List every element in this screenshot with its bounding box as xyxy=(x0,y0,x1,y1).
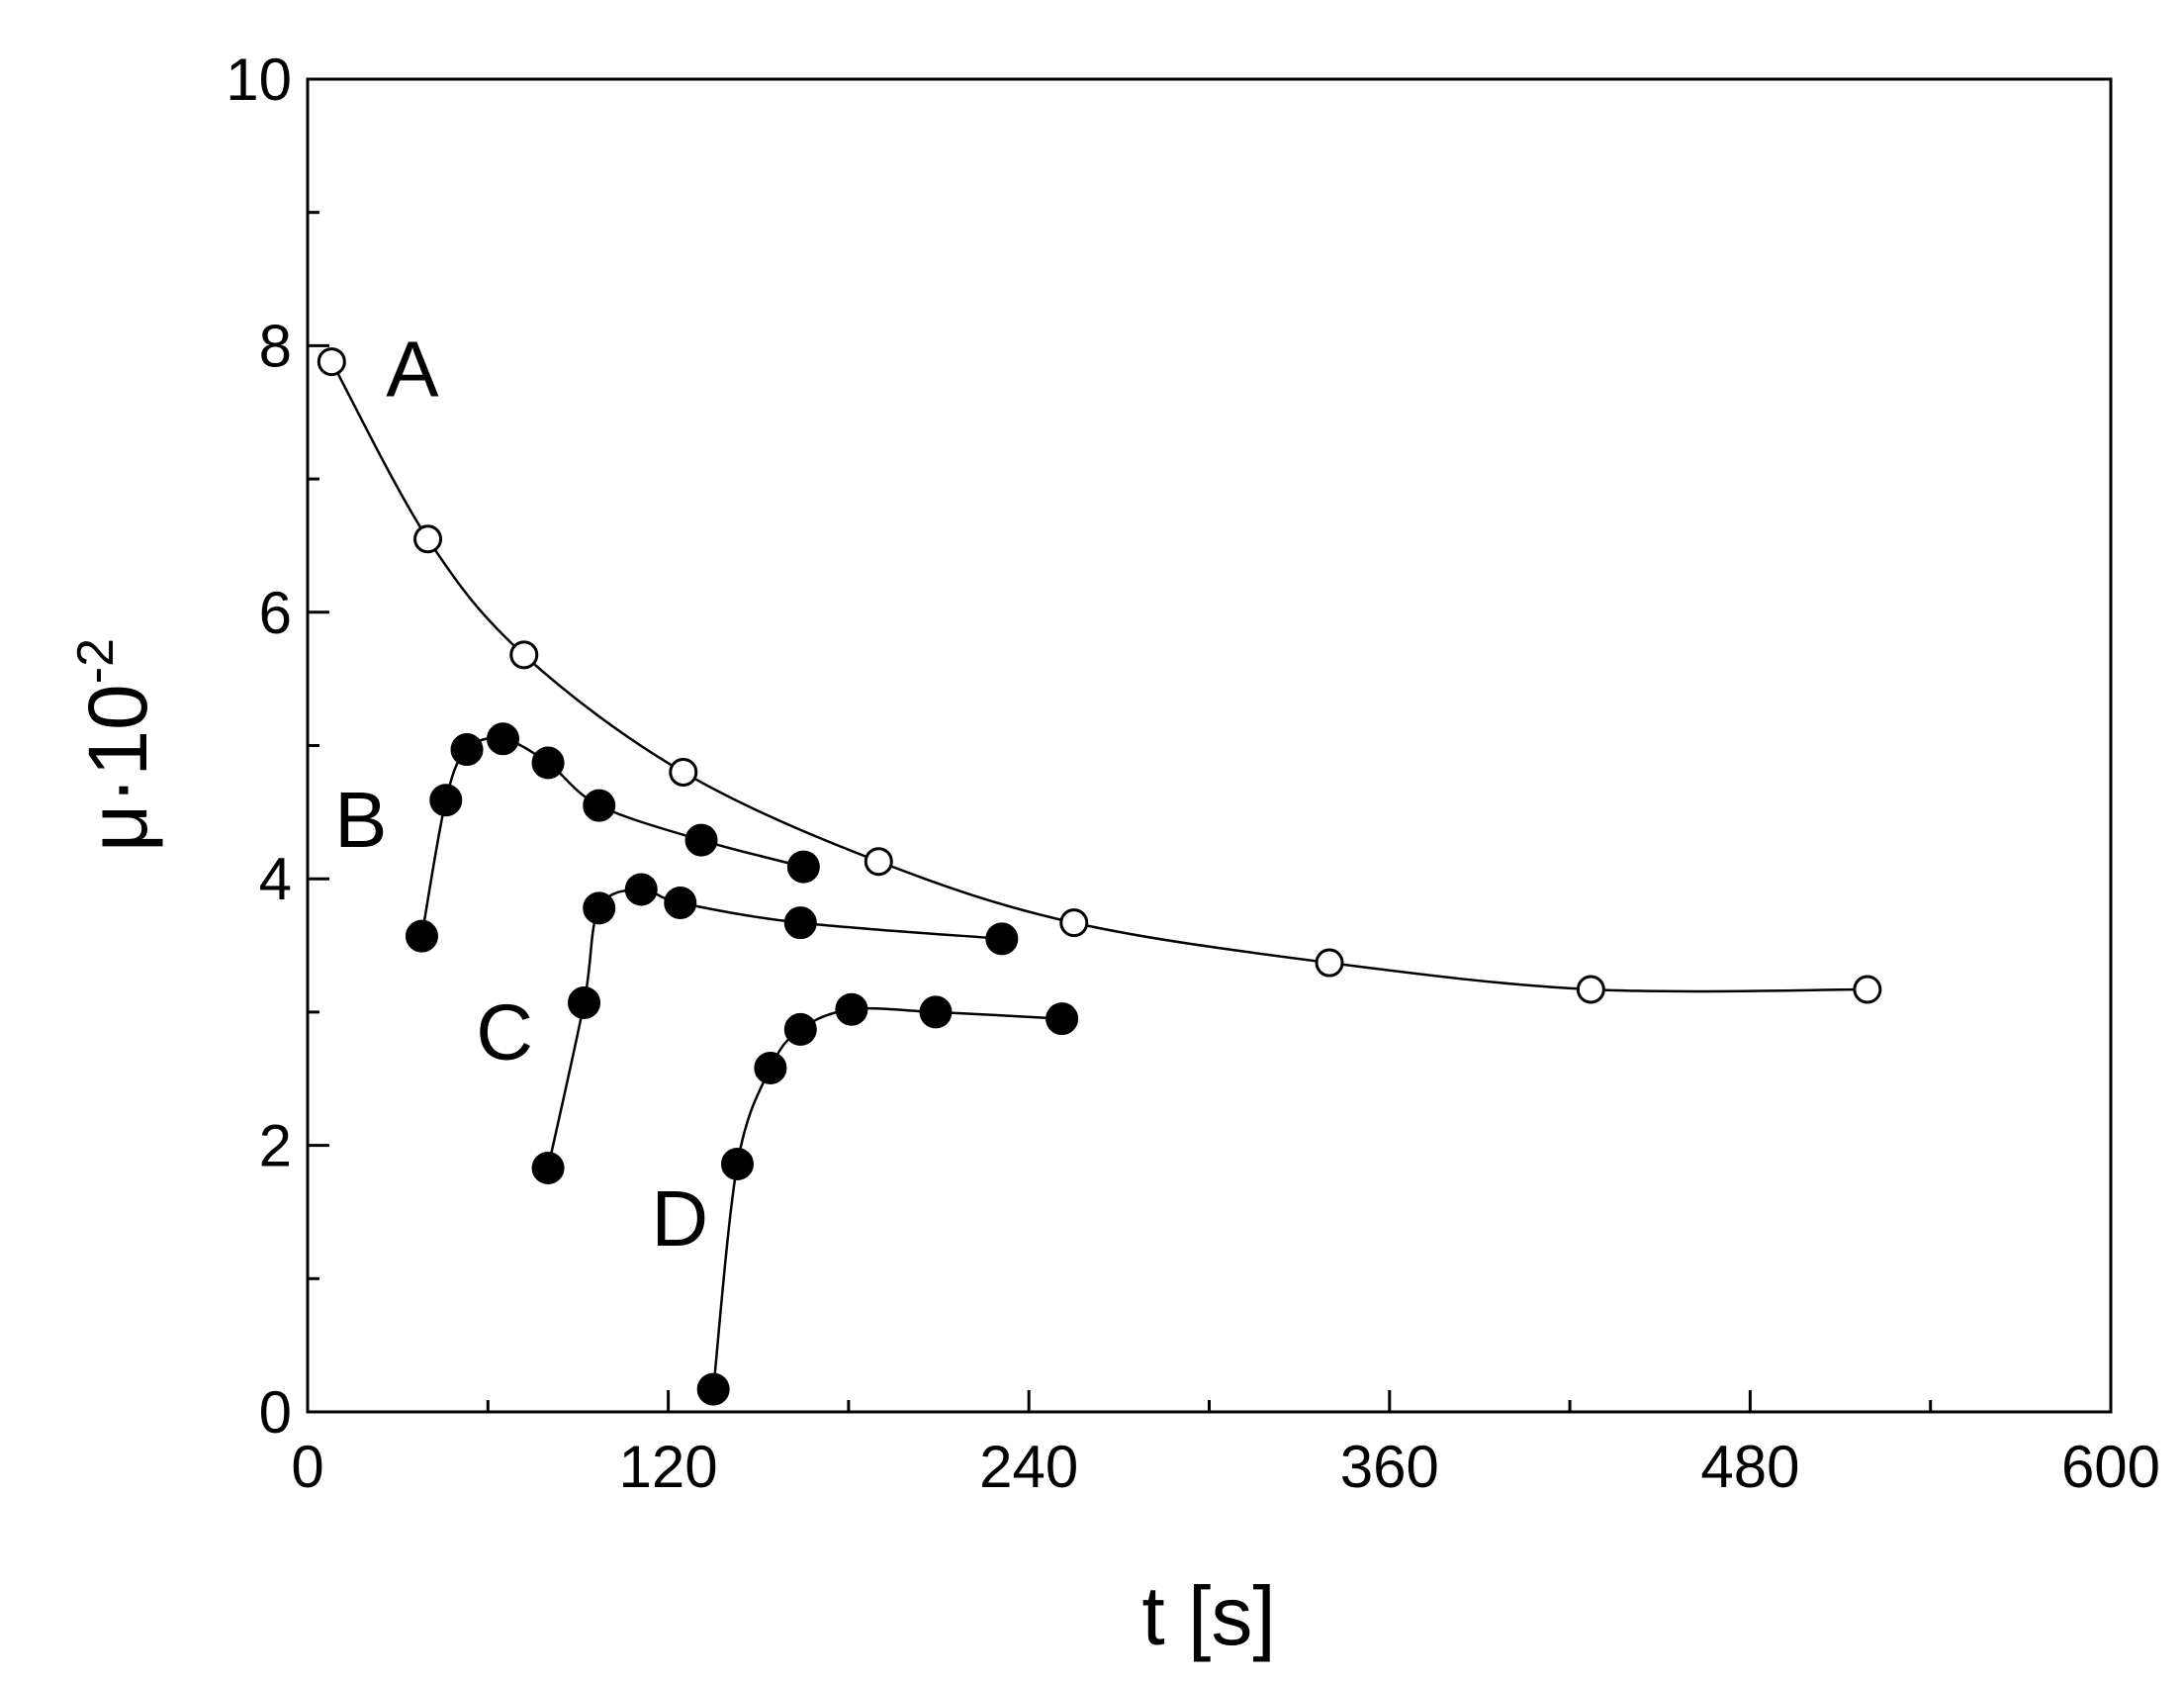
series-b-point xyxy=(531,746,565,780)
series-c-point xyxy=(664,886,697,919)
series-labels: A B C D xyxy=(334,326,708,1263)
y-tick-label: 4 xyxy=(259,846,292,912)
x-tick-label: 0 xyxy=(291,1434,323,1500)
series-d-point xyxy=(696,1372,730,1406)
y-tick-label: 8 xyxy=(259,313,292,379)
series-a-point xyxy=(509,640,539,670)
series-a-label: A xyxy=(386,326,439,414)
series-d-label: D xyxy=(651,1174,708,1263)
series-c-point xyxy=(985,922,1019,956)
series-d-point xyxy=(919,995,953,1029)
series-d-point xyxy=(783,1012,817,1046)
series-c-point xyxy=(568,985,601,1019)
series-c-point xyxy=(583,891,616,925)
x-axis-label: t [s] xyxy=(1141,1569,1275,1662)
series-a-point xyxy=(1059,908,1089,938)
series-d-point xyxy=(835,992,868,1026)
series-d-point xyxy=(754,1051,787,1084)
series-c-label: C xyxy=(476,987,533,1076)
x-tick-labels: 0 120 240 360 480 600 xyxy=(291,1434,2160,1500)
y-axis-label-base: μ·10 xyxy=(71,684,164,852)
series-a-point xyxy=(864,847,893,877)
series-a-line xyxy=(330,360,1867,993)
y-tick-label: 6 xyxy=(259,580,292,646)
y-tick-labels: 0 2 4 6 8 10 xyxy=(226,47,292,1446)
series-b-point xyxy=(486,722,519,756)
x-tick-label: 120 xyxy=(619,1434,718,1500)
series-a-point xyxy=(317,347,346,377)
series-b-point xyxy=(684,823,718,857)
series-a-point xyxy=(669,757,698,787)
series-c-line xyxy=(546,888,1002,1169)
series-a-point xyxy=(1315,948,1344,978)
x-tick-label: 480 xyxy=(1700,1434,1799,1500)
y-tick-label: 2 xyxy=(259,1113,292,1179)
series-a-point xyxy=(1576,975,1605,1004)
series-c-point xyxy=(783,906,817,940)
y-axis-label: μ·10-2 xyxy=(67,638,164,852)
series-c-point xyxy=(624,873,658,906)
axis-ticks xyxy=(306,77,2113,1414)
plot-frame xyxy=(306,77,2113,1414)
series-d-point xyxy=(720,1147,754,1180)
series-b-point xyxy=(450,733,484,767)
x-tick-label: 360 xyxy=(1340,1434,1439,1500)
series-b-point xyxy=(429,784,463,817)
series-b-point xyxy=(405,919,438,953)
series-a-point xyxy=(413,524,443,554)
series-b-point xyxy=(583,789,616,822)
y-tick-label: 0 xyxy=(259,1379,292,1446)
series-b-label: B xyxy=(334,776,387,864)
x-tick-label: 240 xyxy=(979,1434,1078,1500)
series-c-point xyxy=(531,1151,565,1184)
series-d-point xyxy=(1046,1002,1079,1036)
series-curves xyxy=(330,360,1867,1390)
y-axis-label-exponent: -2 xyxy=(67,638,125,684)
series-a-point xyxy=(1853,975,1882,1004)
y-tick-label: 10 xyxy=(226,47,292,113)
x-tick-label: 600 xyxy=(2061,1434,2160,1500)
series-b-point xyxy=(786,850,820,884)
series-markers xyxy=(317,347,1882,1406)
